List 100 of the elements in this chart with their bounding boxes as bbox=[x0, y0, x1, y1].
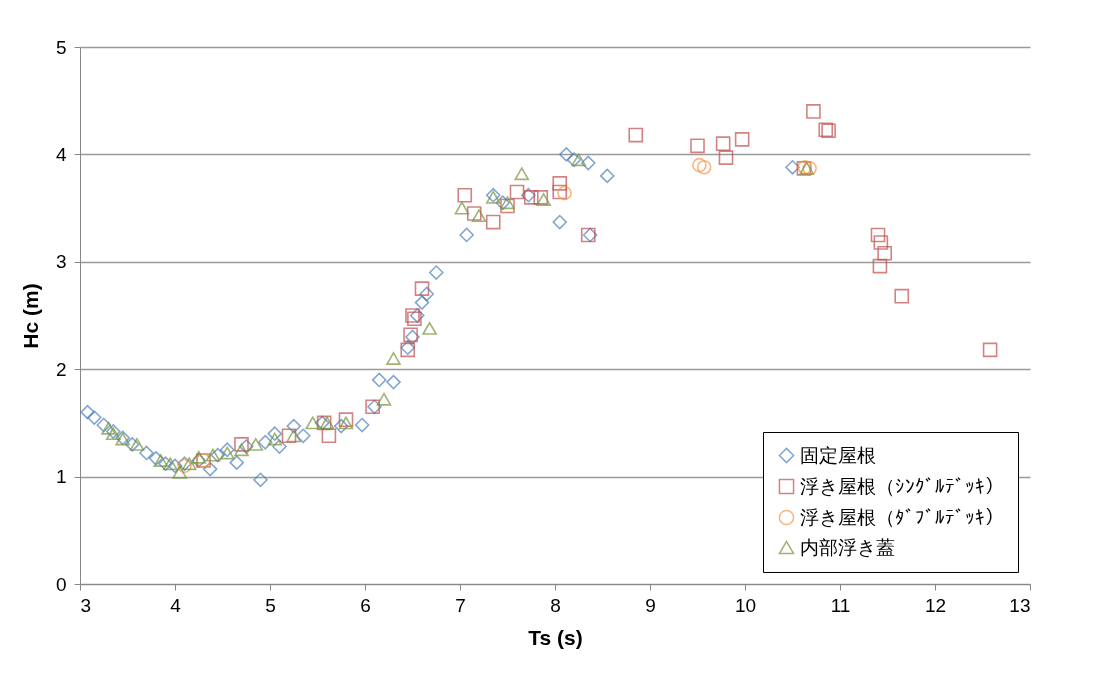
point bbox=[158, 456, 173, 472]
point bbox=[495, 195, 511, 211]
point bbox=[409, 308, 425, 323]
point bbox=[153, 454, 169, 467]
x-tick-label: 3 bbox=[80, 594, 92, 616]
point bbox=[286, 429, 302, 443]
y-tick-label: 2 bbox=[55, 358, 67, 380]
point bbox=[172, 465, 188, 479]
point bbox=[167, 458, 183, 474]
point bbox=[321, 428, 337, 444]
point bbox=[877, 245, 892, 261]
point bbox=[599, 168, 615, 184]
point bbox=[559, 147, 574, 162]
point bbox=[181, 457, 197, 471]
x-tick-label: 4 bbox=[170, 594, 182, 616]
point bbox=[371, 372, 387, 388]
point bbox=[500, 196, 515, 210]
legend-label: 内部浮き蓋 bbox=[800, 535, 895, 558]
y-tick-label: 1 bbox=[55, 466, 67, 488]
x-tick-label: 8 bbox=[550, 594, 561, 616]
point bbox=[248, 437, 264, 451]
x-axis-title: Ts (s) bbox=[528, 625, 583, 649]
point bbox=[295, 428, 311, 444]
point bbox=[101, 421, 116, 435]
point bbox=[428, 265, 444, 280]
point bbox=[692, 157, 707, 173]
point bbox=[376, 392, 392, 406]
point bbox=[715, 136, 731, 151]
point bbox=[191, 450, 207, 464]
point bbox=[253, 472, 268, 488]
point bbox=[466, 206, 482, 221]
y-tick-label: 0 bbox=[55, 573, 67, 595]
point bbox=[414, 295, 430, 310]
x-tick-label: 10 bbox=[734, 594, 757, 616]
x-tick-label: 6 bbox=[360, 594, 371, 616]
point bbox=[386, 352, 401, 365]
point bbox=[257, 434, 273, 450]
y-tick-label: 3 bbox=[55, 251, 67, 273]
point bbox=[690, 138, 705, 154]
point bbox=[202, 461, 218, 477]
point bbox=[286, 418, 302, 434]
point bbox=[229, 455, 245, 470]
point bbox=[129, 437, 145, 451]
point bbox=[471, 209, 487, 223]
point bbox=[459, 227, 474, 243]
point bbox=[305, 416, 321, 430]
point bbox=[386, 374, 401, 390]
point bbox=[354, 417, 370, 433]
point bbox=[333, 418, 349, 434]
point bbox=[870, 227, 886, 243]
point bbox=[148, 451, 164, 466]
point bbox=[552, 214, 568, 230]
point bbox=[734, 132, 750, 147]
point bbox=[407, 311, 422, 327]
point bbox=[96, 417, 112, 433]
x-tick-label: 13 bbox=[1009, 594, 1031, 616]
point bbox=[580, 155, 596, 171]
point bbox=[267, 426, 283, 441]
point bbox=[500, 198, 515, 214]
point bbox=[894, 288, 910, 304]
x-tick-label: 12 bbox=[924, 594, 947, 616]
point bbox=[873, 235, 889, 250]
legend-label: 浮き屋根（ﾀﾞﾌﾞﾙﾃﾞｯｷ） bbox=[800, 505, 1004, 528]
point bbox=[219, 446, 235, 460]
point bbox=[234, 443, 249, 457]
point bbox=[234, 437, 249, 452]
point bbox=[139, 445, 154, 461]
point bbox=[514, 167, 530, 181]
point bbox=[785, 159, 800, 175]
point bbox=[872, 258, 888, 274]
y-tick-label: 5 bbox=[55, 36, 67, 58]
point bbox=[405, 308, 420, 323]
y-tick-label: 4 bbox=[55, 143, 67, 165]
point bbox=[806, 104, 821, 119]
point bbox=[422, 321, 437, 335]
x-tick-label: 5 bbox=[265, 594, 276, 616]
point bbox=[338, 416, 354, 430]
legend-label: 浮き屋根（ｼﾝｸﾞﾙﾃﾞｯｷ） bbox=[800, 474, 1004, 497]
point bbox=[162, 457, 178, 471]
x-tick-label: 9 bbox=[645, 594, 656, 616]
x-tick-label: 7 bbox=[455, 594, 466, 616]
point bbox=[485, 214, 501, 230]
point bbox=[457, 187, 473, 203]
point bbox=[210, 447, 226, 463]
legend-label: 固定屋根 bbox=[800, 443, 876, 466]
point bbox=[454, 201, 470, 215]
point bbox=[628, 127, 644, 143]
point bbox=[696, 159, 712, 175]
point bbox=[414, 281, 430, 296]
x-tick-label: 11 bbox=[830, 594, 851, 616]
point bbox=[124, 437, 140, 452]
point bbox=[281, 428, 297, 444]
point bbox=[272, 439, 287, 454]
point bbox=[552, 176, 568, 191]
point bbox=[419, 286, 435, 302]
point bbox=[80, 404, 95, 420]
point bbox=[982, 342, 998, 358]
point bbox=[191, 453, 207, 468]
point bbox=[86, 410, 102, 425]
point bbox=[571, 153, 587, 167]
